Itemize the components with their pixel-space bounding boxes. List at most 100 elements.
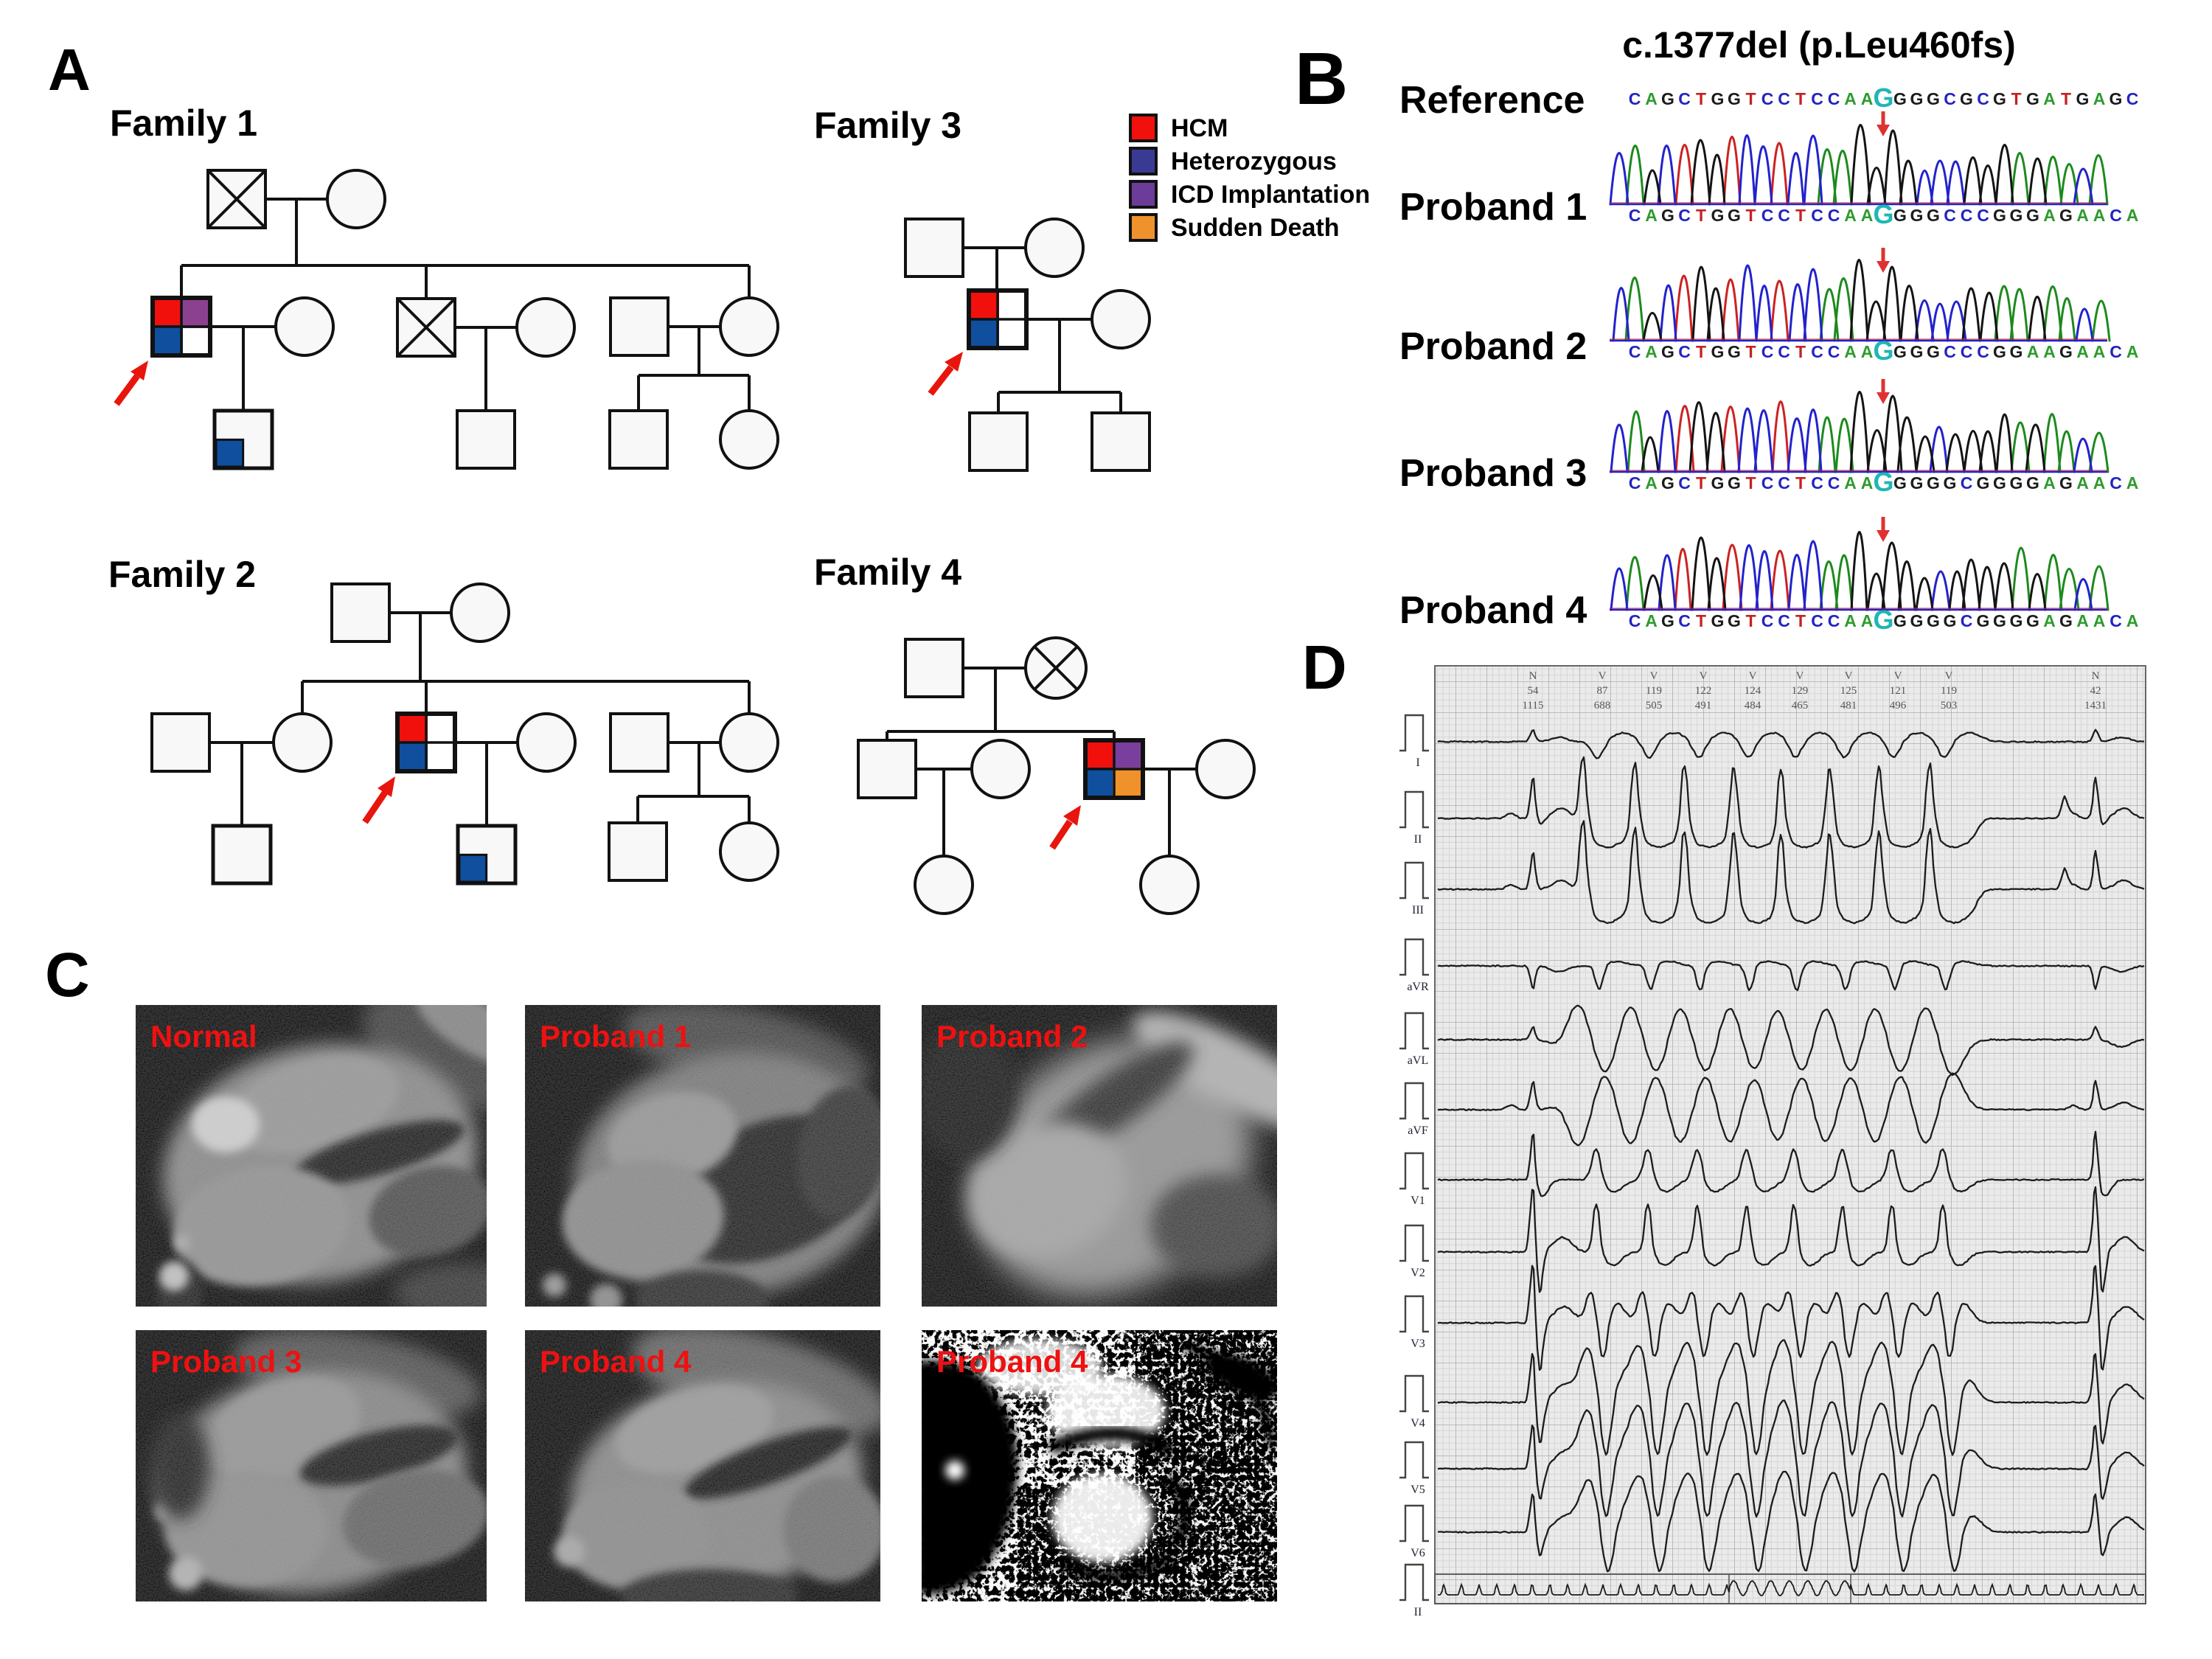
svg-text:HCM: HCM [1171, 114, 1228, 142]
svg-text:C: C [1761, 206, 1774, 225]
svg-text:465: 465 [1792, 700, 1809, 712]
svg-text:G: G [1927, 89, 1940, 108]
svg-text:C: C [1811, 342, 1823, 361]
svg-text:A: A [2126, 473, 2139, 493]
svg-text:A: A [2043, 206, 2056, 225]
svg-text:II: II [1414, 833, 1422, 846]
svg-text:G: G [1910, 473, 1924, 493]
svg-text:A: A [2093, 342, 2106, 361]
svg-text:G: G [2010, 206, 2023, 225]
svg-text:G: G [1661, 342, 1674, 361]
svg-text:T: T [1795, 611, 1806, 630]
svg-text:T: T [2061, 89, 2071, 108]
svg-text:G: G [1728, 473, 1741, 493]
svg-text:125: 125 [1840, 685, 1857, 697]
svg-text:G: G [2076, 89, 2090, 108]
svg-text:N: N [1529, 670, 1537, 682]
svg-text:G: G [1927, 611, 1940, 630]
svg-text:54: 54 [1528, 685, 1540, 697]
svg-text:C: C [1828, 89, 1840, 108]
svg-text:G: G [1893, 473, 1907, 493]
svg-text:A: A [2126, 342, 2139, 361]
svg-text:87: 87 [1597, 685, 1609, 697]
svg-text:C: C [1828, 611, 1840, 630]
svg-text:119: 119 [1941, 685, 1957, 697]
svg-text:C: C [1977, 342, 1989, 361]
svg-text:G: G [1661, 611, 1674, 630]
svg-text:G: G [1993, 206, 2006, 225]
svg-text:G: G [1993, 89, 2006, 108]
svg-text:G: G [2010, 611, 2023, 630]
svg-text:T: T [1745, 89, 1756, 108]
svg-text:C: C [1678, 342, 1691, 361]
svg-text:aVR: aVR [1407, 981, 1429, 993]
svg-text:aVF: aVF [1408, 1124, 1428, 1137]
svg-text:C: C [1944, 89, 1956, 108]
svg-text:G: G [2110, 89, 2123, 108]
svg-text:C: C [1761, 342, 1774, 361]
svg-text:A: A [2093, 89, 2106, 108]
svg-text:G: G [1993, 342, 2006, 361]
svg-text:C: C [1778, 342, 1790, 361]
svg-text:G: G [1661, 206, 1674, 225]
svg-text:G: G [1728, 342, 1741, 361]
svg-text:I: I [1416, 757, 1419, 769]
svg-text:V6: V6 [1411, 1547, 1425, 1559]
svg-text:G: G [1711, 89, 1725, 108]
svg-text:G: G [2059, 473, 2073, 493]
svg-text:T: T [1745, 342, 1756, 361]
svg-text:T: T [1696, 342, 1706, 361]
svg-text:V3: V3 [1411, 1338, 1425, 1350]
svg-text:C: C [1629, 611, 1641, 630]
svg-text:A: A [2027, 342, 2039, 361]
svg-text:G: G [1711, 342, 1725, 361]
svg-text:Proband 1: Proband 1 [540, 1019, 691, 1054]
svg-text:A: A [1861, 206, 1874, 225]
svg-text:T: T [1795, 342, 1806, 361]
svg-text:T: T [1795, 89, 1806, 108]
svg-text:C: C [1828, 342, 1840, 361]
svg-text:C: C [1811, 206, 1823, 225]
svg-text:A: A [2043, 611, 2056, 630]
svg-text:III: III [1412, 904, 1424, 917]
svg-text:ICD Implantation: ICD Implantation [1171, 181, 1370, 209]
svg-text:G: G [1893, 342, 1907, 361]
svg-text:Proband 4: Proband 4 [540, 1344, 692, 1379]
svg-text:G: G [1960, 89, 1973, 108]
svg-text:G: G [1728, 611, 1741, 630]
svg-text:G: G [1873, 83, 1893, 113]
svg-text:A: A [2126, 611, 2139, 630]
svg-text:G: G [1910, 89, 1924, 108]
svg-text:C: C [1961, 342, 1973, 361]
svg-text:G: G [1873, 467, 1893, 497]
svg-text:V: V [1650, 670, 1658, 682]
svg-text:T: T [1696, 473, 1706, 493]
svg-text:A: A [48, 37, 91, 102]
svg-text:C: C [1761, 611, 1774, 630]
svg-text:G: G [1910, 611, 1924, 630]
svg-text:A: A [1861, 473, 1874, 493]
svg-text:C: C [1629, 89, 1641, 108]
svg-text:481: 481 [1840, 700, 1857, 712]
svg-text:496: 496 [1890, 700, 1907, 712]
svg-text:A: A [2093, 206, 2106, 225]
svg-text:A: A [1844, 89, 1857, 108]
svg-text:491: 491 [1695, 700, 1712, 712]
svg-text:Family 1: Family 1 [110, 102, 257, 144]
svg-text:C: C [2126, 89, 2139, 108]
svg-text:V: V [1945, 670, 1953, 682]
svg-text:V: V [1700, 670, 1708, 682]
svg-text:A: A [2076, 342, 2089, 361]
svg-text:G: G [2026, 89, 2039, 108]
svg-text:G: G [1910, 206, 1924, 225]
svg-text:484: 484 [1745, 700, 1761, 712]
svg-text:G: G [1993, 473, 2006, 493]
svg-text:C: C [1977, 89, 1989, 108]
svg-text:A: A [1844, 342, 1857, 361]
svg-text:C: C [45, 940, 90, 1009]
svg-text:Family 4: Family 4 [814, 552, 961, 593]
svg-text:C: C [1944, 206, 1956, 225]
svg-text:C: C [1778, 473, 1790, 493]
svg-text:V2: V2 [1411, 1267, 1425, 1279]
svg-text:C: C [1678, 89, 1691, 108]
